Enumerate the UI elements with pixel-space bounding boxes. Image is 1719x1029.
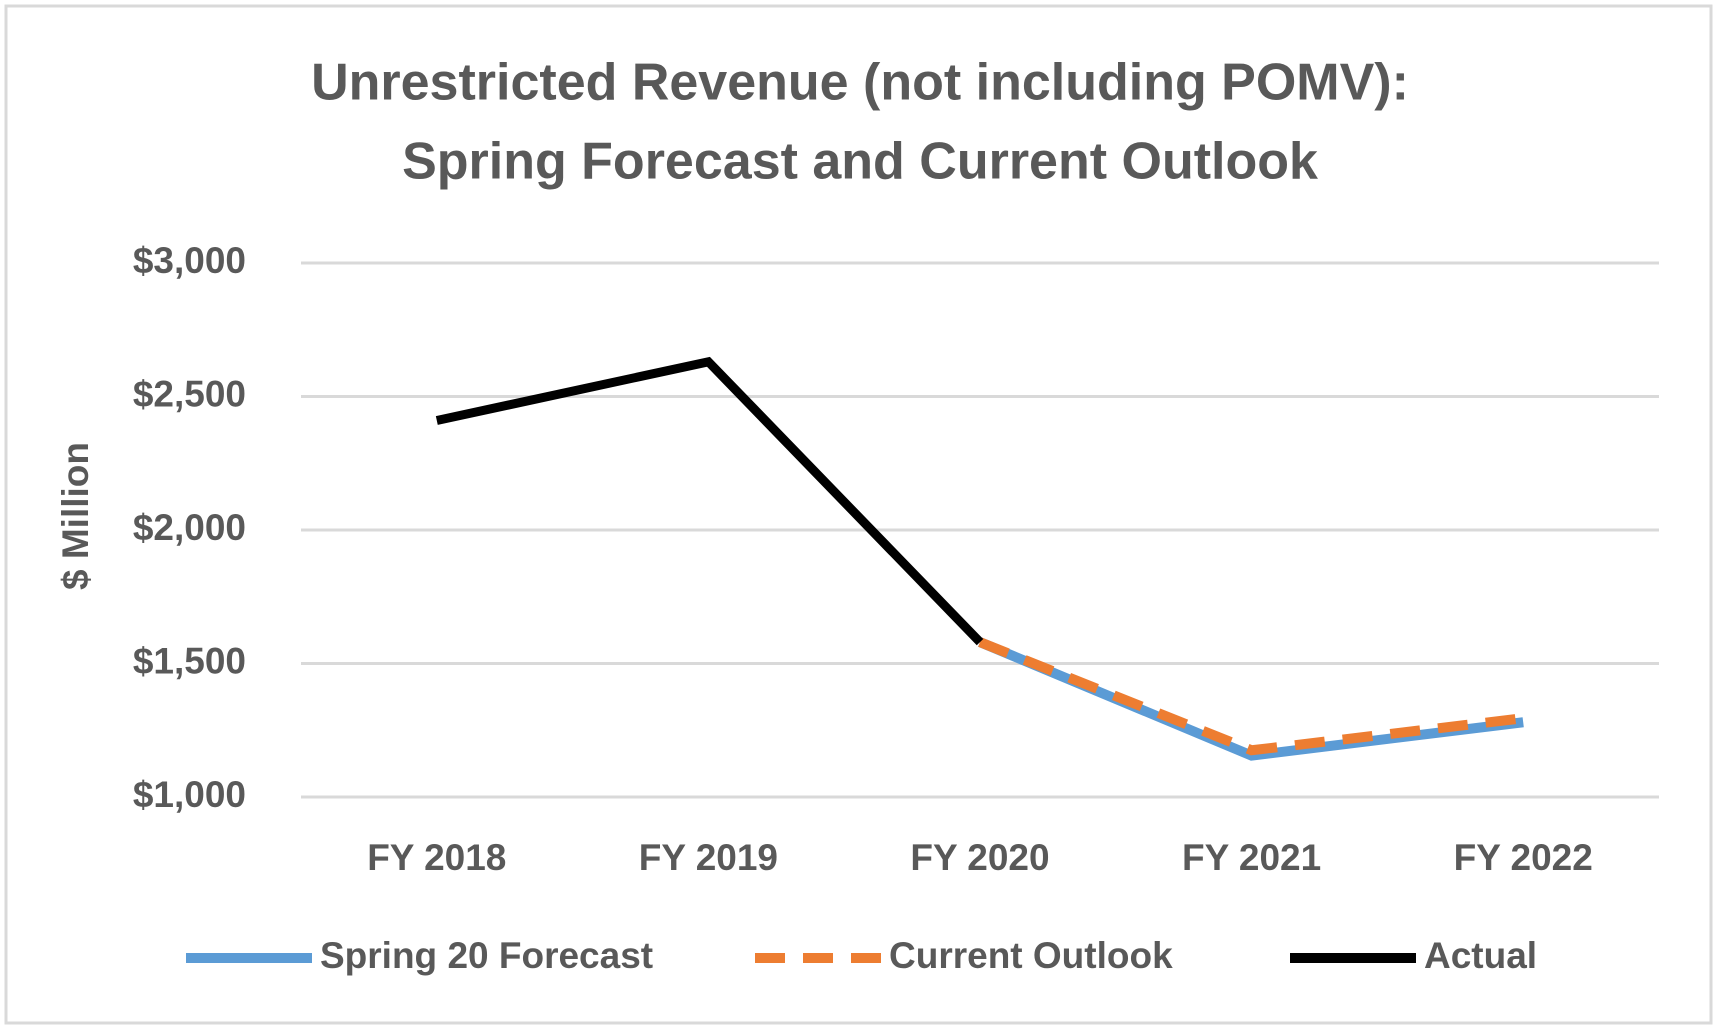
y-tick-label: $1,000 <box>133 774 246 815</box>
x-tick-label: FY 2018 <box>367 837 506 878</box>
x-tick-label: FY 2021 <box>1182 837 1321 878</box>
legend-label: Spring 20 Forecast <box>320 935 653 976</box>
x-tick-label: FY 2022 <box>1454 837 1593 878</box>
chart-title: Unrestricted Revenue (not including POMV… <box>311 54 1409 112</box>
y-tick-label: $3,000 <box>133 240 246 281</box>
legend-label: Current Outlook <box>889 935 1173 976</box>
chart-title: Spring Forecast and Current Outlook <box>402 133 1318 191</box>
series-line <box>978 637 1524 756</box>
x-tick-label: FY 2020 <box>910 837 1049 878</box>
legend-label: Actual <box>1424 935 1537 976</box>
y-tick-label: $2,500 <box>133 373 246 414</box>
x-tick-label: FY 2019 <box>639 837 778 878</box>
series-line <box>435 356 984 646</box>
y-axis-label: $ Million <box>55 442 96 590</box>
y-tick-label: $1,500 <box>133 640 246 681</box>
y-tick-label: $2,000 <box>133 507 246 548</box>
